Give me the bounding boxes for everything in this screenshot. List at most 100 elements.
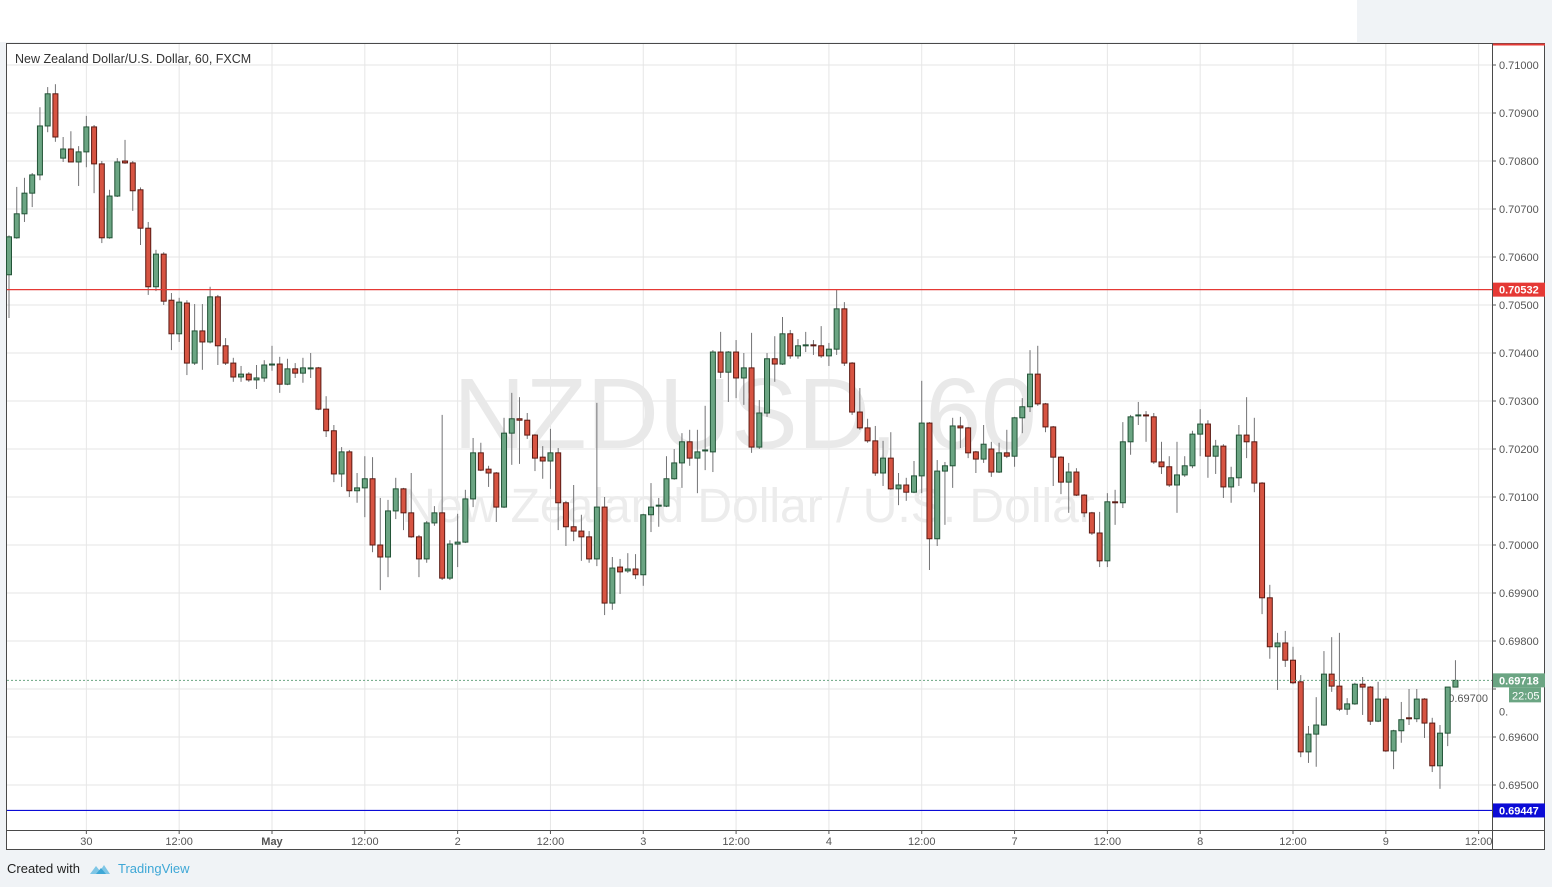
candle-up[interactable]: [941, 465, 948, 472]
candle-up[interactable]: [1436, 732, 1443, 767]
candle-down[interactable]: [346, 451, 353, 492]
candle-up[interactable]: [802, 344, 809, 347]
candle-up[interactable]: [462, 498, 469, 543]
candle-down[interactable]: [1297, 681, 1304, 753]
candle-down[interactable]: [160, 253, 167, 302]
candle-up[interactable]: [1027, 373, 1034, 408]
candle-down[interactable]: [1042, 403, 1049, 428]
candle-down[interactable]: [323, 408, 330, 432]
candle-up[interactable]: [1320, 673, 1327, 726]
candle-down[interactable]: [408, 512, 415, 538]
candle-up[interactable]: [470, 452, 477, 500]
candle-up[interactable]: [106, 195, 113, 239]
candle-down[interactable]: [137, 189, 144, 229]
candle-down[interactable]: [1003, 452, 1010, 457]
candle-down[interactable]: [717, 351, 724, 373]
candle-down[interactable]: [1359, 683, 1366, 688]
candle-down[interactable]: [230, 362, 237, 378]
candle-up[interactable]: [694, 451, 701, 459]
candle-up[interactable]: [640, 514, 647, 576]
candle-up[interactable]: [253, 377, 260, 381]
candle-down[interactable]: [1243, 434, 1250, 443]
candle-down[interactable]: [555, 452, 562, 504]
candle-up[interactable]: [1189, 433, 1196, 467]
candle-up[interactable]: [1351, 683, 1358, 705]
candle-up[interactable]: [284, 368, 291, 385]
candle-down[interactable]: [841, 308, 848, 364]
candle-down[interactable]: [524, 419, 531, 436]
candle-down[interactable]: [222, 345, 229, 364]
candle-up[interactable]: [1444, 686, 1451, 734]
candle-up[interactable]: [60, 148, 67, 159]
candle-up[interactable]: [261, 364, 268, 379]
candle-up[interactable]: [501, 432, 508, 508]
candle-up[interactable]: [299, 367, 306, 374]
candle-up[interactable]: [21, 192, 28, 215]
candle-up[interactable]: [152, 253, 159, 288]
candle-down[interactable]: [686, 441, 693, 459]
candle-up[interactable]: [238, 373, 245, 378]
candle-down[interactable]: [903, 484, 910, 493]
candle-down[interactable]: [1158, 461, 1165, 468]
candle-down[interactable]: [67, 148, 74, 163]
candle-down[interactable]: [129, 162, 136, 192]
candle-down[interactable]: [818, 345, 825, 357]
candle-up[interactable]: [910, 475, 917, 493]
candle-down[interactable]: [1421, 698, 1428, 724]
candle-down[interactable]: [1166, 466, 1173, 486]
candle-up[interactable]: [1235, 434, 1242, 479]
candle-down[interactable]: [485, 468, 492, 474]
candle-down[interactable]: [145, 227, 152, 288]
candle-up[interactable]: [354, 487, 361, 492]
candle-down[interactable]: [1259, 482, 1266, 599]
candle-up[interactable]: [176, 301, 183, 335]
candle-down[interactable]: [1429, 722, 1436, 767]
candle-up[interactable]: [702, 449, 709, 452]
candle-up[interactable]: [663, 478, 670, 507]
candle-down[interactable]: [369, 478, 376, 546]
candle-down[interactable]: [810, 344, 817, 347]
candle-up[interactable]: [1212, 445, 1219, 457]
candle-down[interactable]: [733, 351, 740, 379]
candle-down[interactable]: [586, 536, 593, 560]
candle-up[interactable]: [1173, 474, 1180, 486]
candle-up[interactable]: [825, 348, 832, 357]
candle-up[interactable]: [764, 358, 771, 414]
candle-down[interactable]: [562, 502, 569, 528]
candle-up[interactable]: [508, 418, 515, 434]
candle-up[interactable]: [648, 506, 655, 516]
candle-up[interactable]: [1274, 642, 1281, 648]
candle-up[interactable]: [1313, 724, 1320, 735]
candle-up[interactable]: [1127, 416, 1134, 443]
candle-down[interactable]: [632, 568, 639, 576]
candle-up[interactable]: [1375, 698, 1382, 722]
candle-up[interactable]: [934, 470, 941, 540]
candle-up[interactable]: [709, 351, 716, 453]
candle-up[interactable]: [895, 484, 902, 490]
candle-down[interactable]: [1034, 373, 1041, 405]
candle-down[interactable]: [1290, 659, 1297, 684]
candle-down[interactable]: [292, 368, 299, 374]
candle-up[interactable]: [13, 213, 20, 239]
candle-up[interactable]: [671, 462, 678, 480]
candle-down[interactable]: [601, 506, 608, 604]
candle-up[interactable]: [794, 345, 801, 357]
candle-up[interactable]: [833, 308, 840, 350]
candle-down[interactable]: [570, 526, 577, 532]
candle-down[interactable]: [122, 160, 129, 164]
candle-up[interactable]: [593, 506, 600, 560]
candle-down[interactable]: [1112, 501, 1119, 504]
candle-down[interactable]: [477, 452, 484, 471]
candle-down[interactable]: [887, 457, 894, 490]
candle-up[interactable]: [624, 568, 631, 572]
candle-down[interactable]: [1050, 426, 1057, 458]
candle-down[interactable]: [1406, 717, 1413, 720]
candle-up[interactable]: [1305, 733, 1312, 753]
candle-up[interactable]: [268, 363, 275, 366]
candle-down[interactable]: [864, 427, 871, 442]
candle-down[interactable]: [330, 430, 337, 475]
candle-up[interactable]: [454, 541, 461, 545]
candle-up[interactable]: [655, 504, 662, 507]
candle-up[interactable]: [1228, 477, 1235, 488]
candle-up[interactable]: [385, 510, 392, 558]
